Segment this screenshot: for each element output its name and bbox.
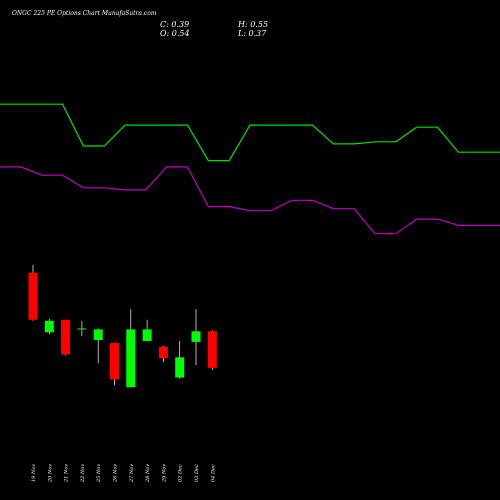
x-tick-label: 26 Nov — [113, 464, 119, 483]
chart-title: ONGC 225 PE Options Chart MunafaSutra.co… — [12, 10, 157, 17]
x-tick-label: 21 Nov — [64, 464, 70, 483]
indicator-line-2 — [0, 166, 500, 235]
low-value: L: 0.37 — [237, 29, 267, 38]
x-tick-label: 27 Nov — [129, 464, 135, 483]
x-tick-label: 04 Dec — [210, 464, 216, 482]
candle-body — [126, 329, 136, 388]
candle-body — [175, 357, 185, 378]
x-axis-ticks: 19 Nov 20 Nov 21 Nov 22 Nov 25 Nov 26 Nov 27 N… — [31, 464, 216, 483]
x-tick-label: 25 Nov — [96, 464, 102, 483]
close-value: C: 0.39 — [160, 20, 189, 29]
candle-body — [191, 331, 201, 342]
candle-body — [207, 331, 217, 368]
candle-body — [142, 329, 152, 341]
indicator-line-1 — [0, 103, 500, 162]
x-tick-label: 22 Nov — [80, 464, 86, 483]
candle-body — [61, 319, 71, 355]
x-tick-label: 03 Dec — [194, 464, 200, 482]
x-tick-label: 29 Nov — [161, 464, 167, 483]
x-tick-label: 28 Nov — [145, 464, 151, 483]
candle-body — [93, 329, 103, 340]
x-tick-label: 20 Nov — [47, 464, 53, 483]
candle-body — [77, 328, 87, 330]
candle-body — [158, 346, 168, 359]
x-tick-label: 19 Nov — [31, 464, 37, 482]
candle-body — [28, 272, 38, 320]
x-tick-label: 02 Dec — [178, 464, 184, 482]
high-value: H: 0.55 — [237, 20, 268, 29]
indicator-lines — [0, 103, 500, 235]
candle-body — [110, 342, 119, 380]
open-value: O: 0.54 — [160, 29, 190, 38]
candles — [28, 264, 217, 388]
candle-body — [44, 320, 54, 333]
